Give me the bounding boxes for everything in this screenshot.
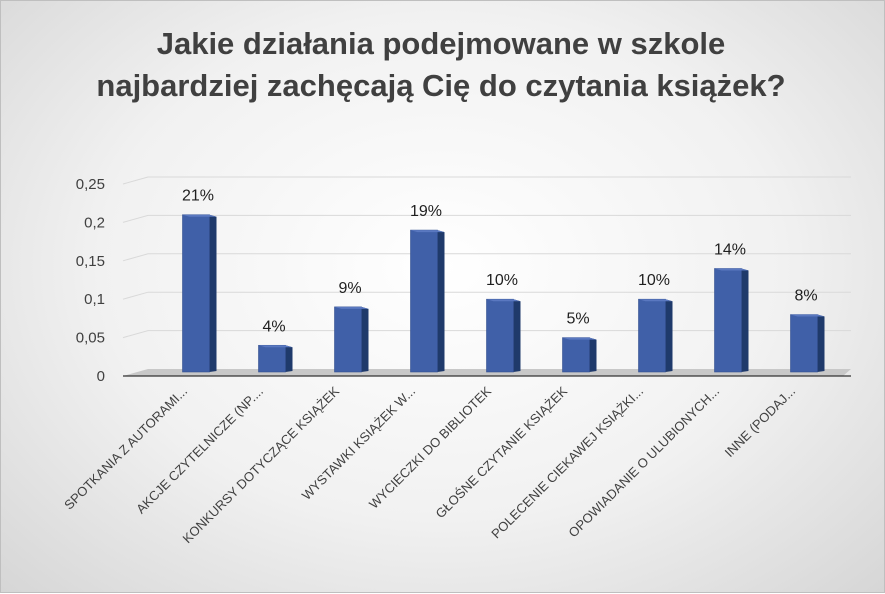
bar: [410, 229, 438, 373]
gridline: [122, 253, 851, 262]
chart-title: Jakie działania podejmowane w szkole naj…: [96, 26, 786, 103]
bar: [486, 298, 514, 373]
y-tick-label: 0,05: [76, 330, 105, 347]
bar-side: [817, 314, 825, 372]
bar: [638, 298, 666, 373]
bar-side: [209, 214, 217, 372]
bar-top: [334, 306, 369, 309]
bar-top: [714, 268, 749, 271]
bar-side: [589, 337, 597, 372]
data-label: 9%: [338, 280, 361, 297]
bar-side: [437, 230, 445, 372]
bar-side: [741, 268, 749, 372]
data-label: 10%: [638, 272, 670, 289]
bar: [258, 344, 286, 373]
x-category-label: OPOWIADANIE O ULUBIONYCH...: [565, 384, 722, 541]
y-tick-label: 0: [97, 368, 105, 385]
bar: [562, 337, 590, 373]
gridline: [122, 176, 851, 185]
bar: [714, 268, 742, 373]
data-label: 4%: [262, 318, 285, 335]
x-category-label: WYCIECZKI DO BIBLIOTEK: [366, 383, 494, 511]
gridline: [122, 330, 851, 339]
bar-top: [182, 214, 217, 217]
x-category-label: AKCJE CZYTELNICZE (NP....: [133, 384, 266, 517]
y-tick-label: 0,25: [76, 176, 105, 193]
x-category-label: SPOTKANIA Z AUTORAMI...: [61, 384, 190, 513]
bar-side: [665, 299, 673, 372]
bar: [790, 314, 818, 373]
bar-side: [361, 306, 369, 372]
data-label: 19%: [410, 203, 442, 220]
x-category-label: INNE (PODAJ...: [722, 384, 799, 461]
data-label: 8%: [794, 288, 817, 305]
y-tick-label: 0,15: [76, 253, 105, 270]
bar-top: [638, 299, 673, 302]
x-category-label: KONKURSY DOTYCZĄCE KSIĄŻEK: [179, 383, 342, 546]
y-tick-label: 0,1: [84, 291, 105, 308]
bar-top: [410, 230, 445, 233]
data-label: 5%: [566, 311, 589, 328]
bar-top: [486, 299, 521, 302]
data-label: 21%: [182, 188, 214, 205]
bar: [182, 214, 210, 373]
y-tick-label: 0,2: [84, 214, 105, 231]
x-category-label: GŁOŚNE CZYTANIE KSIĄŻEK: [432, 383, 570, 521]
gridline: [122, 214, 851, 223]
gridline: [122, 291, 851, 300]
bar-top: [790, 314, 825, 317]
x-category-label: POLECENIE CIEKAWEJ KSIĄŻKI...: [488, 384, 646, 542]
bar-side: [285, 345, 293, 372]
bar-top: [258, 345, 293, 348]
bar-top: [562, 337, 597, 340]
bar: [334, 306, 362, 373]
bar-side: [513, 299, 521, 372]
data-label: 14%: [714, 241, 746, 258]
data-label: 10%: [486, 272, 518, 289]
